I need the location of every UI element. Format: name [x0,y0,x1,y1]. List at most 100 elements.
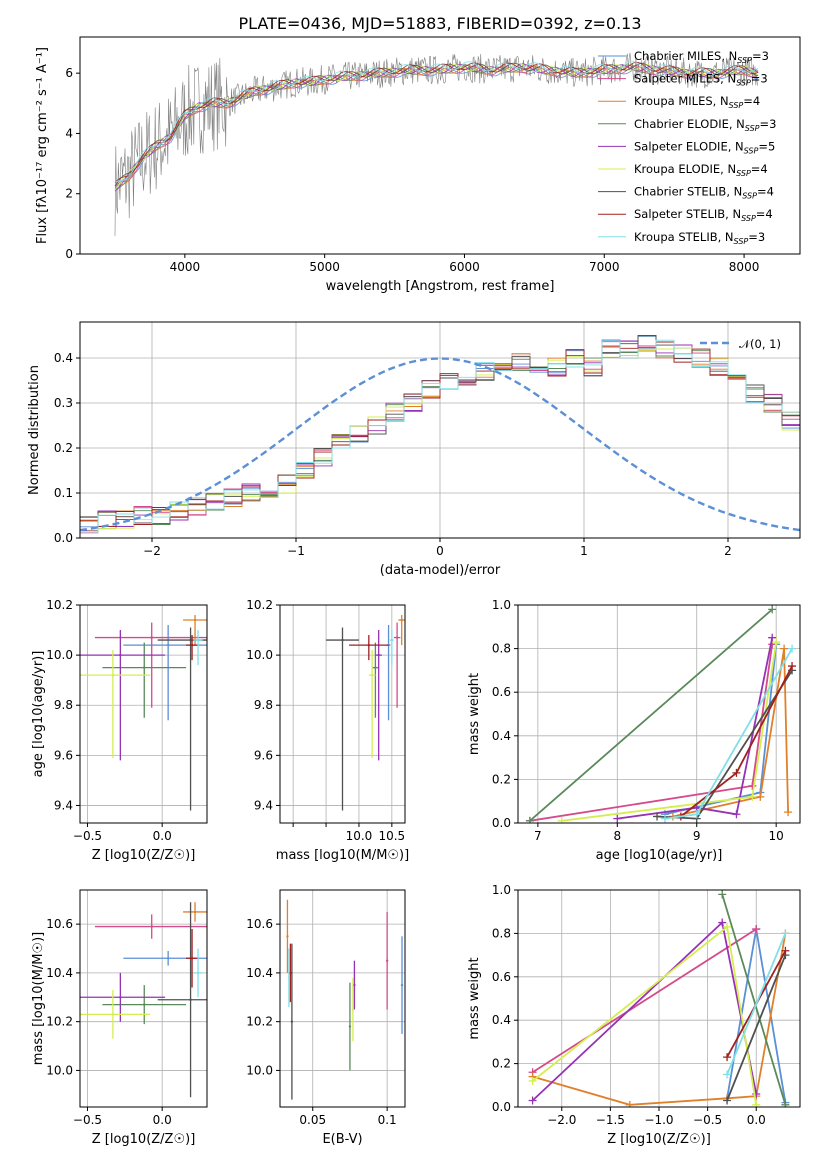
series-line [529,644,774,822]
x-tick-label: 4000 [170,260,201,274]
histogram-series-1 [80,340,800,534]
series-marker [528,1096,537,1105]
model-spectrum-line [114,62,759,187]
series-marker [692,810,701,819]
series-marker [718,890,727,899]
data-point [385,959,389,962]
series-line [532,925,758,1105]
y-tick-label: 0.2 [492,1057,511,1071]
x-tick-label: −0.5 [73,829,102,843]
plot-area-weight_vs_age [525,605,797,823]
series-marker [788,662,797,671]
legend-entry-text: Kroupa STELIB, NSSP=3 [634,230,765,246]
x-tick-label: 9 [693,829,701,843]
y-tick-label: 9.8 [254,698,273,712]
x-tick-label: −0.5 [693,1113,722,1127]
y-tick-label: 0.3 [54,396,73,410]
y-tick-label: 0.2 [54,441,73,455]
data-point [390,638,394,642]
series-marker [557,816,566,823]
legend-label: Chabrier STELIB, N [634,185,742,199]
y-tick-label: 0.4 [492,1013,511,1027]
series-marker [781,1100,790,1107]
panel-weight_vs_Z: −2.0 −1.5 −1.0 −0.5 0.0 0.0 0.2 0.4 0.6 0.8 1.0 Z [… [467,883,801,1147]
legend-count: =4 [756,207,773,221]
x-axis-label: wavelength [Angstrom, rest frame] [326,279,555,294]
data-point [190,643,194,647]
y-tick-label: 6 [65,66,73,80]
data-point [374,666,377,669]
panel-mass_vs_EBV: 0.05 0.1 10.0 10.2 10.4 10.6 E(B-V) [246,889,406,1147]
model-spectrum-line [114,64,759,187]
data-point [143,1003,146,1006]
plot-area-mass_vs_Z [80,902,207,1098]
panel-weight_vs_age: 7 8 9 10 0.0 0.2 0.4 0.6 0.8 1.0 age [log10(age/yr… [467,598,801,863]
y-tick-label: 10.6 [46,917,73,931]
legend-entry-text: Salpeter MILES, NSSP=3 [634,72,768,88]
series-marker [613,814,622,823]
x-tick-label: 5000 [309,260,340,274]
histogram-series-7 [80,341,800,528]
y-tick-label: 0.1 [54,486,73,500]
legend-entry-text: Chabrier ELODIE, NSSP=3 [634,117,776,133]
axes-frame [279,604,406,824]
legend-subscript: SSP [734,237,749,246]
x-tick-label: 0.0 [153,829,172,843]
y-tick-label: 0.8 [492,642,511,656]
x-tick-label: 7000 [589,260,620,274]
legend-count: =3 [760,117,777,131]
y-tick-label: 9.4 [54,798,73,812]
series-marker [732,810,741,819]
y-axis-label: mass weight [467,957,482,1039]
axes-frame [517,604,801,824]
series-marker [723,1070,732,1079]
x-tick-label: −1 [287,544,305,558]
data-point [111,1013,115,1016]
x-tick-label: −1.0 [644,1113,673,1127]
y-tick-label: 0 [65,247,73,261]
data-point [286,935,289,938]
legend-subscript: SSP [742,192,757,201]
histogram-series-4 [80,340,800,532]
x-axis-label: Z [log10(Z/Z☉)] [92,848,196,863]
data-point [111,673,115,677]
y-tick-label: 10.2 [46,598,73,612]
panels: 4000 5000 6000 7000 8000 0 2 4 6 wavelength [Angs… [27,36,801,1147]
legend-entry-text: Salpeter STELIB, NSSP=4 [634,207,773,223]
legend-count: =5 [758,139,775,153]
data-point [119,653,122,657]
figure-title: PLATE=0436, MJD=51883, FIBERID=0392, z=0… [238,14,641,33]
y-tick-label: 0.6 [492,970,511,984]
legend-label: Salpeter ELODIE, N [634,139,744,153]
y-tick-label: 10.2 [46,1015,73,1029]
series-marker [723,922,732,931]
data-point [193,910,197,914]
series-line [531,920,758,1102]
data-point [190,957,194,960]
model-spectrum-line [114,62,759,191]
x-tick-label: 0.05 [299,1113,326,1127]
panel-mass_vs_Z: −0.5 0.0 10.0 10.2 10.4 10.6 Z [log10(Z/Z☉)] ma… [31,889,208,1147]
data-point [395,636,399,639]
series-line [726,933,787,1075]
panel-residuals: −2 −1 0 1 2 0.0 0.1 0.2 0.3 0.4 (data-model)/error… [27,321,801,578]
data-point [143,666,146,669]
x-axis-label: E(B-V) [322,1132,362,1147]
y-tick-label: 10.0 [46,648,73,662]
legend-subscript: SSP [737,56,752,65]
x-axis-label: (data-model)/error [380,563,501,578]
y-tick-label: 0.4 [54,351,73,365]
x-tick-label: −2.0 [547,1113,576,1127]
model-spectrum-line [114,65,759,187]
y-tick-label: 0.4 [492,729,511,743]
y-tick-label: 0.0 [492,816,511,830]
series-marker [781,929,790,938]
legend-label: Chabrier MILES, N [634,49,737,63]
axes-frame [79,889,208,1108]
series-marker [718,918,727,927]
y-tick-label: 9.6 [54,748,73,762]
legend-count: =3 [752,49,769,63]
y-tick-label: 10.0 [246,1063,273,1077]
y-axis-label: mass [log10(M/M☉)] [31,932,46,1065]
